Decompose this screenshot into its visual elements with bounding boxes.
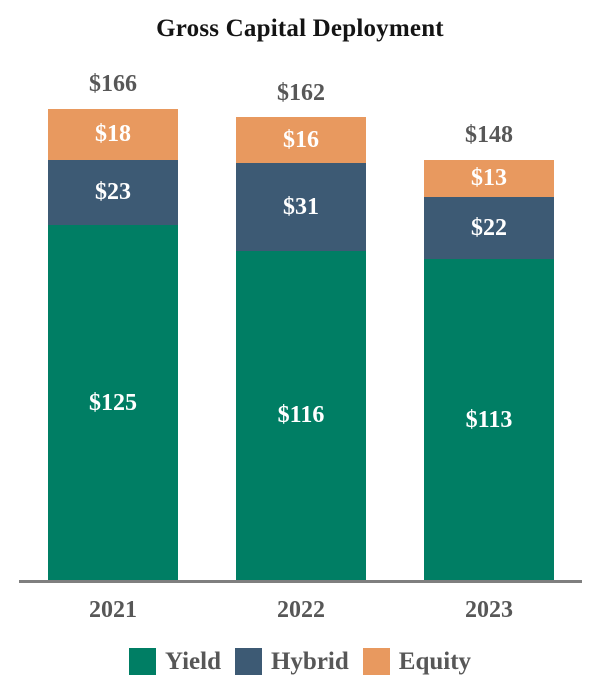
segment-hybrid: $31 — [236, 162, 366, 251]
segment-value-label: $18 — [95, 121, 131, 148]
bar-2021: $166 $18 $23 $125 — [48, 71, 178, 580]
bar-total-label: $162 — [277, 79, 325, 106]
bar-2022: $162 $16 $31 $116 — [236, 80, 366, 580]
x-axis-line — [19, 580, 582, 583]
segment-value-label: $13 — [471, 165, 507, 192]
segment-value-label: $31 — [283, 193, 319, 220]
segment-hybrid: $22 — [424, 196, 554, 260]
legend-label: Hybrid — [270, 648, 349, 675]
segment-value-label: $22 — [471, 214, 507, 241]
legend: Yield Hybrid Equity — [0, 648, 600, 675]
legend-item-hybrid: Hybrid — [234, 648, 349, 675]
yield-swatch-icon — [128, 648, 156, 675]
segment-yield: $116 — [236, 250, 366, 580]
bar-total-label: $148 — [465, 122, 513, 149]
x-axis-label-2021: 2021 — [89, 597, 137, 623]
bar-total-label: $166 — [89, 70, 137, 97]
segment-yield: $113 — [424, 259, 554, 580]
x-axis-label-2022: 2022 — [277, 597, 325, 623]
x-axis-label-2023: 2023 — [465, 597, 513, 623]
segment-value-label: $113 — [465, 406, 513, 433]
segment-value-label: $116 — [277, 402, 325, 429]
hybrid-swatch-icon — [234, 648, 262, 675]
segment-value-label: $125 — [89, 389, 137, 416]
legend-label: Equity — [398, 648, 472, 675]
segment-hybrid: $23 — [48, 159, 178, 225]
chart-title: Gross Capital Deployment — [156, 15, 444, 42]
legend-item-equity: Equity — [362, 648, 472, 675]
segment-value-label: $16 — [283, 126, 319, 153]
segment-equity: $13 — [424, 159, 554, 197]
segment-yield: $125 — [48, 225, 178, 580]
segment-equity: $18 — [48, 108, 178, 160]
legend-label: Yield — [164, 648, 221, 675]
segment-equity: $16 — [236, 117, 366, 163]
equity-swatch-icon — [362, 648, 390, 675]
segment-value-label: $23 — [95, 179, 131, 206]
legend-item-yield: Yield — [128, 648, 221, 675]
bar-2023: $148 $13 $22 $113 — [424, 122, 554, 580]
